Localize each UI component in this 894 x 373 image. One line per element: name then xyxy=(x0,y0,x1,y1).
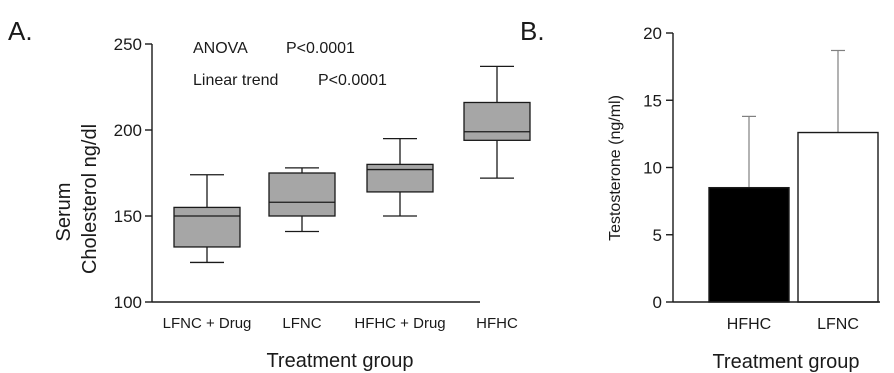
box xyxy=(366,163,434,193)
y-axis-title-b: Testosterone (ng/ml) xyxy=(607,95,624,241)
x-axis-title: Treatment group xyxy=(266,350,413,372)
panel-label-a: A. xyxy=(8,16,33,46)
bar xyxy=(708,186,790,303)
bar-chart-testosterone: Testosterone (ng/ml) Treatment group HFH… xyxy=(607,24,880,373)
y-tick-label: 20 xyxy=(643,24,662,43)
box xyxy=(173,206,241,248)
box xyxy=(463,101,531,141)
y-tick-label: 200 xyxy=(114,121,142,140)
y-axis-title-line-1: Serum xyxy=(53,183,75,242)
y-tick-label: 250 xyxy=(114,35,142,54)
box xyxy=(268,172,336,217)
x-tick-label: LFNC xyxy=(817,316,859,333)
x-axis-title-b: Treatment group xyxy=(712,351,859,373)
y-tick-label: 100 xyxy=(114,293,142,312)
bar xyxy=(797,131,879,303)
x-tick-label: LFNC + Drug xyxy=(163,315,252,332)
y-tick-label: 5 xyxy=(653,226,662,245)
y-axis-title-line-2: Cholesterol ng/dl xyxy=(79,124,101,274)
anova-label: ANOVA xyxy=(193,40,248,57)
anova-p-value: P<0.0001 xyxy=(286,40,355,57)
linear-trend-p-value: P<0.0001 xyxy=(318,72,387,89)
x-tick-label: HFHC xyxy=(727,316,771,333)
x-tick-label: LFNC xyxy=(282,315,321,332)
panel-label-b: B. xyxy=(520,16,545,46)
x-tick-label: HFHC + Drug xyxy=(354,315,445,332)
y-tick-label: 15 xyxy=(643,91,662,110)
y-tick-label: 0 xyxy=(653,293,662,312)
y-tick-label: 150 xyxy=(114,207,142,226)
box-plot-cholesterol: ANOVA P<0.0001 Linear trend P<0.0001 Ser… xyxy=(53,35,531,372)
x-tick-label: HFHC xyxy=(476,315,518,332)
y-tick-label: 10 xyxy=(643,159,662,178)
linear-trend-label: Linear trend xyxy=(193,72,278,89)
